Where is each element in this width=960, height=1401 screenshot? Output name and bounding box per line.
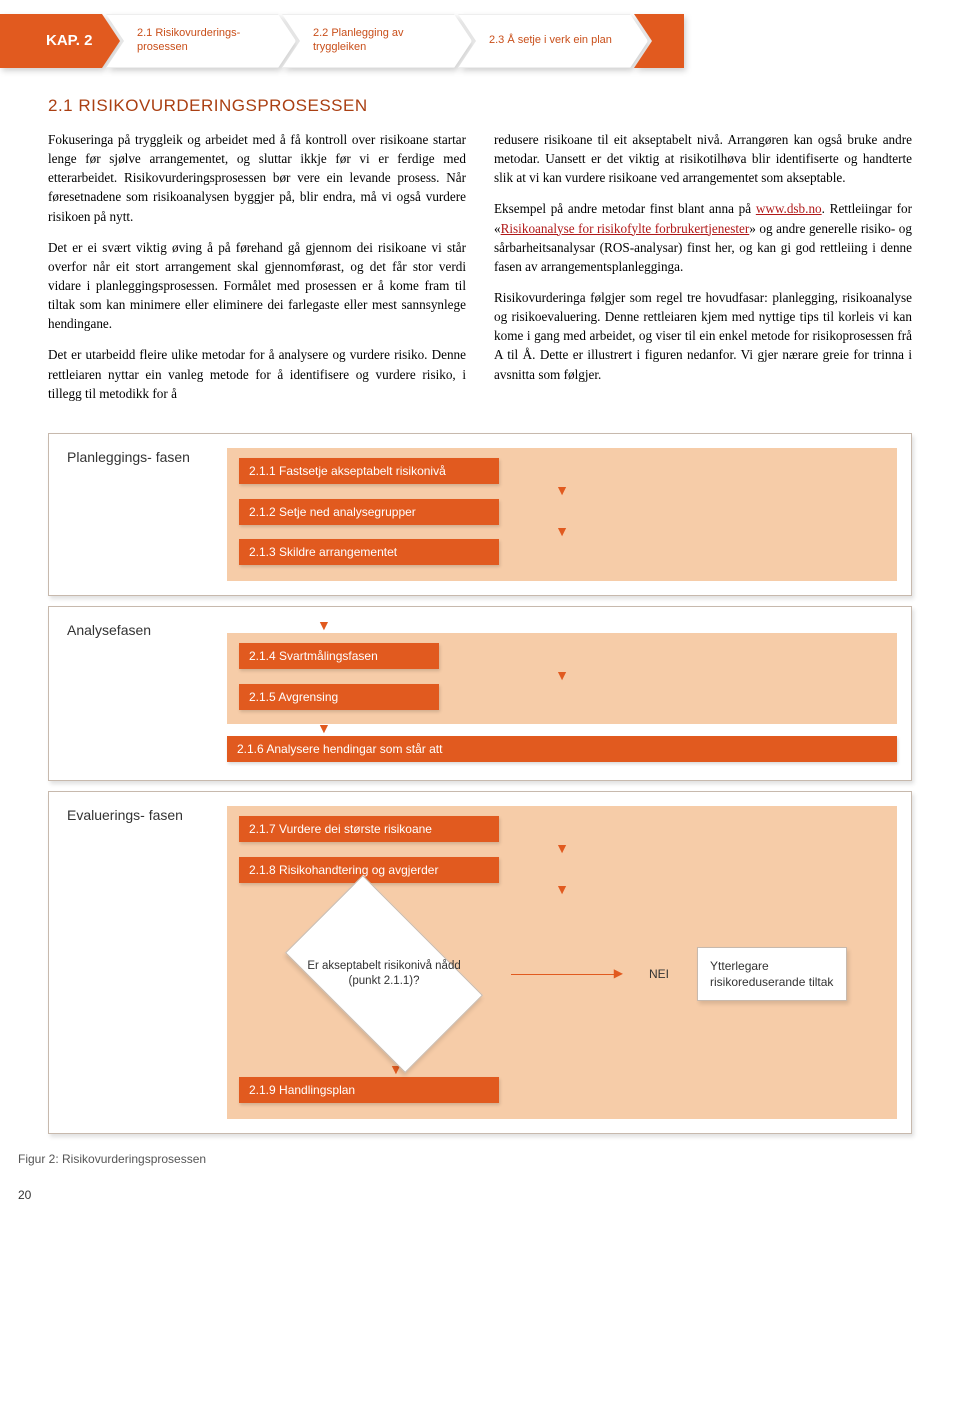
para: Eksempel på andre metodar finst blant an…: [494, 199, 912, 276]
para: redusere risikoane til eit akseptabelt n…: [494, 130, 912, 187]
arrow-down-icon: [239, 846, 885, 854]
body-text: Fokuseringa på tryggleik og arbeidet med…: [48, 130, 912, 405]
phase-evaluation: Evaluerings- fasen 2.1.7 Vurdere dei stø…: [48, 791, 912, 1134]
flow-step: 2.1.5 Avgrensing: [239, 684, 439, 710]
section-title: 2.1 RISIKOVURDERINGSPROSESSEN: [48, 96, 912, 116]
flow-step: 2.1.4 Svartmålingsfasen: [239, 643, 439, 669]
decision-diamond: Er akseptabelt risikonivå nådd (punkt 2.…: [285, 875, 483, 1073]
arrow-down-icon: [239, 673, 885, 681]
flow-step: 2.1.6 Analysere hendingar som står att: [227, 736, 897, 762]
figure-caption: Figur 2: Risikovurderingsprosessen: [18, 1152, 960, 1166]
flow-step: 2.1.9 Handlingsplan: [239, 1077, 499, 1103]
phase-label: Analysefasen: [67, 621, 207, 766]
phase-analysis: Analysefasen 2.1.4 Svartmålingsfasen 2.1…: [48, 606, 912, 781]
flow-step: 2.1.7 Vurdere dei største risikoane: [239, 816, 499, 842]
phase-label: Planleggings- fasen: [67, 448, 207, 581]
page-number: 20: [18, 1188, 960, 1202]
para: Det er utarbeidd fleire ulike metodar fo…: [48, 345, 466, 402]
arrow-down-icon: [317, 726, 897, 734]
arrow-down-icon: [239, 488, 885, 496]
arrow-down-icon: [239, 887, 885, 895]
flowchart: Planleggings- fasen 2.1.1 Fastsetje akse…: [0, 433, 960, 1134]
link-dsb[interactable]: www.dsb.no: [756, 201, 822, 216]
flow-step: 2.1.3 Skildre arrangementet: [239, 539, 499, 565]
chapter-chip: KAP. 2: [0, 14, 120, 68]
flow-step: 2.1.1 Fastsetje akseptabelt risikonivå: [239, 458, 499, 484]
nav-item-2-2[interactable]: 2.2 Planlegging av tryggleiken: [282, 14, 472, 68]
phase-label: Evaluerings- fasen: [67, 806, 207, 1119]
flow-step: 2.1.2 Setje ned analysegrupper: [239, 499, 499, 525]
para: Fokuseringa på tryggleik og arbeidet med…: [48, 130, 466, 226]
decision-no-label: NEI: [649, 967, 669, 981]
arrow-down-icon: [317, 623, 897, 631]
para: Det er ei svært viktig øving å på føreha…: [48, 238, 466, 334]
nav-item-2-3[interactable]: 2.3 Å setje i verk ein plan: [458, 14, 648, 68]
flow-step: 2.1.8 Risikohandtering og avgjerder: [239, 857, 499, 883]
arrow-down-icon: [239, 529, 885, 537]
phase-planning: Planleggings- fasen 2.1.1 Fastsetje akse…: [48, 433, 912, 596]
para: Risikovurderinga følgjer som regel tre h…: [494, 288, 912, 384]
chapter-nav: KAP. 2 2.1 Risikovurderings- prosessen 2…: [0, 14, 960, 68]
arrow-down-icon: [389, 1067, 885, 1075]
nav-item-2-1[interactable]: 2.1 Risikovurderings- prosessen: [106, 14, 296, 68]
arrow-right-icon: [511, 974, 621, 975]
link-risikoanalyse[interactable]: Risikoanalyse for risikofylte forbrukert…: [501, 221, 750, 236]
no-branch-box: Ytterlegare risikoreduserande tiltak: [697, 947, 847, 1001]
